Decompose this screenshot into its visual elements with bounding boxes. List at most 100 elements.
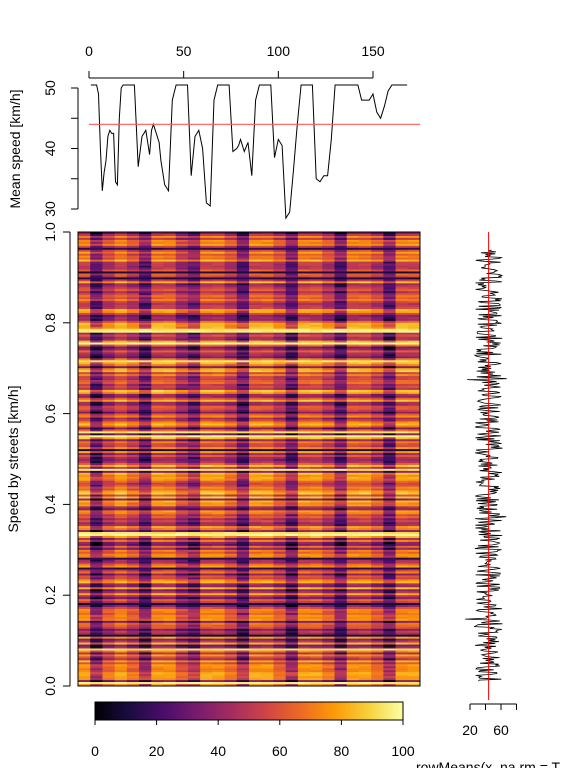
heatmap-cell bbox=[359, 341, 372, 343]
heatmap-cell bbox=[200, 307, 213, 309]
heatmap-cell bbox=[225, 291, 238, 293]
heatmap-cell bbox=[78, 283, 91, 285]
heatmap-cell bbox=[225, 266, 238, 268]
heatmap-cell bbox=[139, 394, 152, 396]
heatmap-cell bbox=[225, 254, 238, 256]
heatmap-cell bbox=[347, 362, 360, 364]
heatmap-cell bbox=[151, 449, 164, 451]
heatmap-cell bbox=[383, 335, 396, 337]
heatmap-cell bbox=[371, 427, 384, 429]
heatmap-cell bbox=[347, 441, 360, 443]
heatmap-cell bbox=[408, 277, 421, 279]
heatmap-cell bbox=[286, 279, 299, 281]
heatmap-cell bbox=[359, 512, 372, 514]
heatmap-cell bbox=[249, 447, 262, 449]
heatmap-cell bbox=[298, 352, 311, 354]
heatmap-cell bbox=[347, 518, 360, 520]
heatmap-cell bbox=[78, 260, 91, 262]
heatmap-cell bbox=[298, 297, 311, 299]
heatmap-cell bbox=[78, 333, 91, 335]
heatmap-cell bbox=[188, 475, 201, 477]
heatmap-cell bbox=[273, 337, 286, 339]
heatmap-cell bbox=[359, 279, 372, 281]
heatmap-cell bbox=[164, 246, 177, 248]
heatmap-cell bbox=[298, 331, 311, 333]
heatmap-cell bbox=[347, 542, 360, 544]
heatmap-cell bbox=[322, 554, 335, 556]
heatmap-cell bbox=[102, 526, 115, 528]
heatmap-cell bbox=[322, 433, 335, 435]
heatmap-cell bbox=[335, 510, 348, 512]
heatmap-cell bbox=[212, 554, 225, 556]
heatmap-cell bbox=[396, 566, 409, 568]
heatmap-cell bbox=[273, 566, 286, 568]
heatmap-cell bbox=[188, 366, 201, 368]
heatmap-cell bbox=[249, 382, 262, 384]
heatmap-cell bbox=[396, 242, 409, 244]
heatmap-cell bbox=[188, 422, 201, 424]
heatmap-cell bbox=[408, 398, 421, 400]
heatmap-cell bbox=[151, 323, 164, 325]
heatmap-cell bbox=[383, 238, 396, 240]
heatmap-cell bbox=[298, 410, 311, 412]
heatmap-cell bbox=[139, 540, 152, 542]
heatmap-cell bbox=[322, 346, 335, 348]
heatmap-cell bbox=[127, 514, 140, 516]
heatmap-cell bbox=[200, 341, 213, 343]
heatmap-cell bbox=[102, 404, 115, 406]
heatmap-cell bbox=[371, 266, 384, 268]
heatmap-cell bbox=[237, 520, 250, 522]
heatmap-cell bbox=[78, 433, 91, 435]
heatmap-cell bbox=[164, 301, 177, 303]
heatmap-cell bbox=[115, 382, 128, 384]
heatmap-cell bbox=[188, 287, 201, 289]
heatmap-cell bbox=[249, 331, 262, 333]
heatmap-cell bbox=[396, 463, 409, 465]
heatmap-cell bbox=[371, 246, 384, 248]
heatmap-cell bbox=[225, 275, 238, 277]
heatmap-cell bbox=[310, 329, 323, 331]
heatmap-cell bbox=[212, 317, 225, 319]
heatmap-cell bbox=[200, 570, 213, 572]
heatmap-cell bbox=[225, 514, 238, 516]
heatmap-cell bbox=[139, 493, 152, 495]
heatmap-cell bbox=[359, 489, 372, 491]
heatmap-cell bbox=[359, 264, 372, 266]
heatmap-cell bbox=[127, 570, 140, 572]
heatmap-cell bbox=[151, 291, 164, 293]
heatmap-cell bbox=[286, 354, 299, 356]
heatmap-cell bbox=[347, 534, 360, 536]
heatmap-cell bbox=[102, 386, 115, 388]
heatmap-cell bbox=[396, 390, 409, 392]
heatmap-cell bbox=[371, 570, 384, 572]
heatmap-cell bbox=[408, 285, 421, 287]
heatmap-cell bbox=[151, 427, 164, 429]
heatmap-cell bbox=[102, 317, 115, 319]
heatmap-cell bbox=[225, 570, 238, 572]
heatmap-cell bbox=[335, 447, 348, 449]
heatmap-cell bbox=[298, 277, 311, 279]
heatmap-cell bbox=[371, 242, 384, 244]
heatmap-cell bbox=[237, 530, 250, 532]
heatmap-cell bbox=[115, 376, 128, 378]
heatmap-cell bbox=[164, 394, 177, 396]
heatmap-cell bbox=[273, 447, 286, 449]
heatmap-cell bbox=[176, 384, 189, 386]
heatmap-cell bbox=[188, 568, 201, 570]
heatmap-cell bbox=[151, 463, 164, 465]
heatmap-cell bbox=[237, 485, 250, 487]
heatmap-cell bbox=[347, 283, 360, 285]
heatmap-cell bbox=[164, 372, 177, 374]
heatmap-cell bbox=[90, 566, 103, 568]
heatmap-cell bbox=[90, 404, 103, 406]
heatmap-cell bbox=[139, 536, 152, 538]
heatmap-cell bbox=[298, 439, 311, 441]
heatmap-cell bbox=[273, 445, 286, 447]
heatmap-cell bbox=[102, 534, 115, 536]
heatmap-cell bbox=[298, 252, 311, 254]
heatmap-cell bbox=[261, 542, 274, 544]
heatmap-cell bbox=[322, 457, 335, 459]
heatmap-cell bbox=[78, 386, 91, 388]
heatmap-cell bbox=[273, 406, 286, 408]
heatmap-cell bbox=[249, 581, 262, 583]
